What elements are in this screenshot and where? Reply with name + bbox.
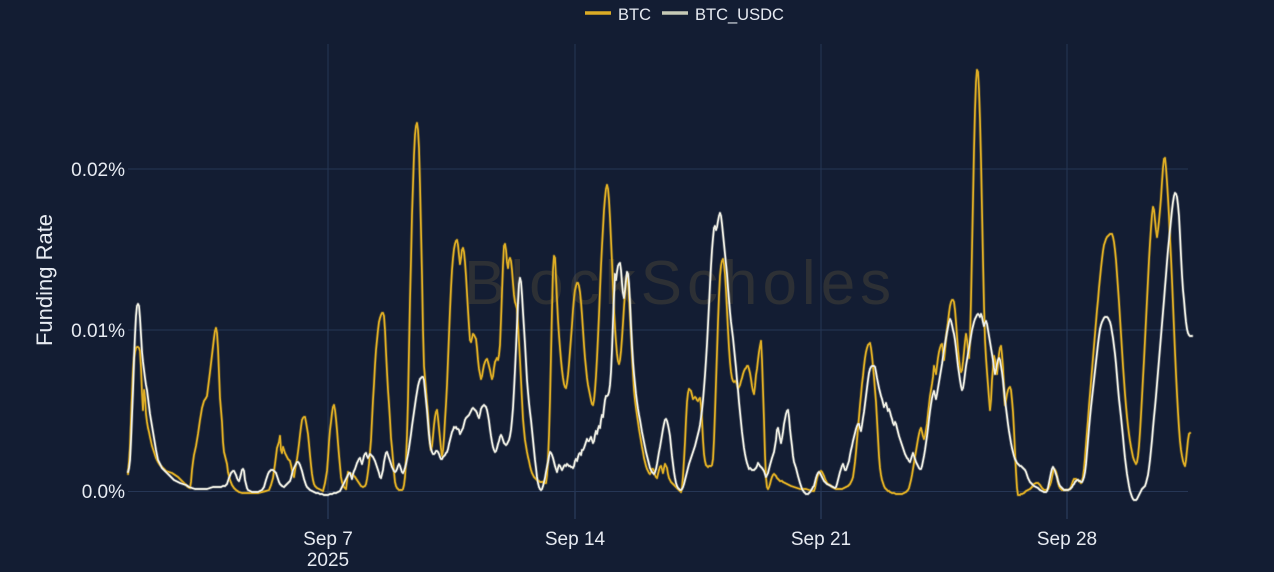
svg-text:0.0%: 0.0% bbox=[82, 482, 125, 503]
svg-text:2025: 2025 bbox=[307, 550, 349, 567]
svg-text:BTC: BTC bbox=[618, 6, 651, 24]
svg-text:Sep 7: Sep 7 bbox=[303, 529, 353, 550]
svg-text:Funding Rate: Funding Rate bbox=[32, 214, 57, 346]
svg-text:0.02%: 0.02% bbox=[71, 160, 125, 181]
svg-text:BlockScholes: BlockScholes bbox=[464, 249, 896, 318]
svg-text:0.01%: 0.01% bbox=[71, 321, 125, 342]
svg-text:Sep 21: Sep 21 bbox=[791, 529, 851, 550]
svg-text:BTC_USDC: BTC_USDC bbox=[695, 6, 784, 24]
svg-text:Sep 14: Sep 14 bbox=[545, 529, 606, 550]
svg-text:Sep 28: Sep 28 bbox=[1037, 529, 1097, 550]
